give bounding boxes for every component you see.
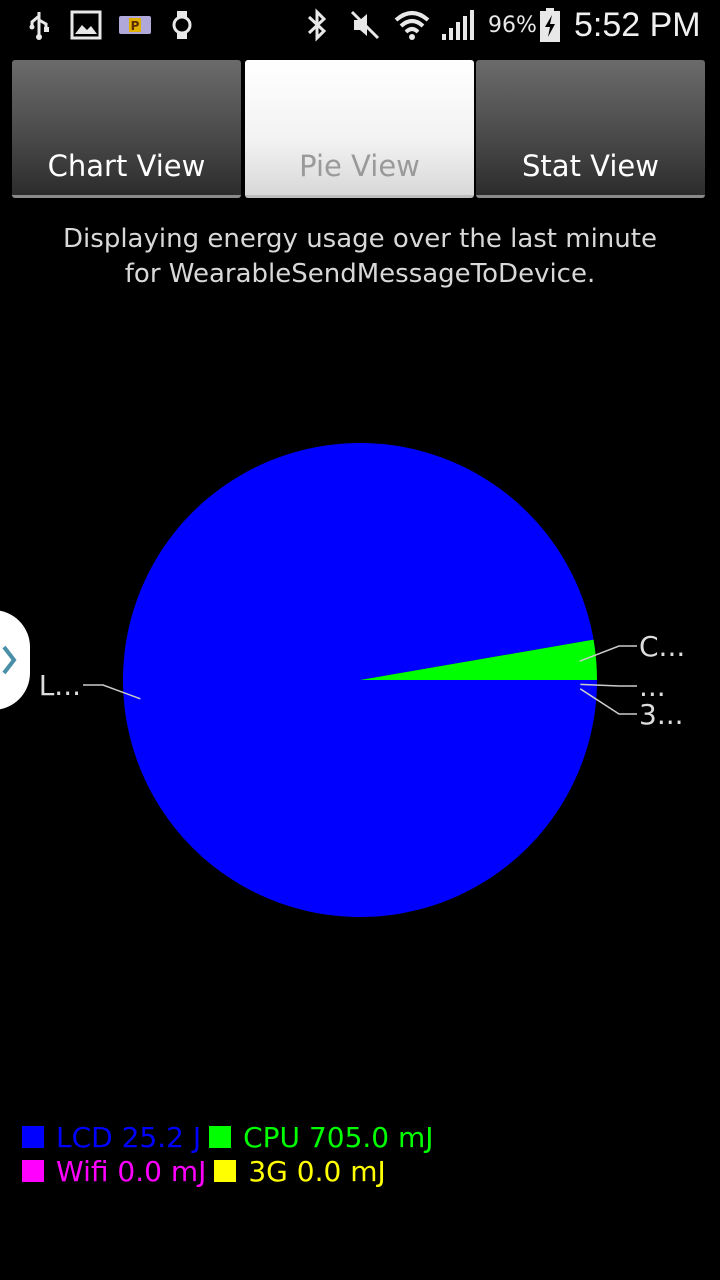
leader-line-lcd: [83, 684, 141, 700]
watch-icon: [172, 11, 192, 39]
image-icon: [70, 10, 102, 40]
leader-line-wifi: [580, 683, 637, 687]
legend-row-1: LCD 25.2 J CPU 705.0 mJ: [22, 1120, 702, 1154]
signal-icon: [442, 10, 474, 40]
description: Displaying energy usage over the last mi…: [20, 222, 700, 292]
legend-swatch-3g: [214, 1160, 237, 1182]
wifi-icon: [394, 11, 430, 40]
legend-item-lcd: LCD 25.2 J: [22, 1121, 201, 1154]
pie-chart: L... C......3...: [39, 443, 685, 918]
description-line-2: for WearableSendMessageToDevice.: [124, 259, 596, 289]
legend-item-3g: 3G 0.0 mJ: [214, 1154, 386, 1188]
legend-swatch-cpu: [209, 1126, 232, 1148]
chevron-right-icon: [2, 645, 17, 675]
bluetooth-icon: [307, 8, 327, 42]
usb-icon: [29, 12, 49, 40]
legend-row-2: Wifi 0.0 mJ 3G 0.0 mJ: [22, 1154, 702, 1188]
legend-label-wifi: Wifi 0.0 mJ: [56, 1154, 207, 1188]
legend-label-lcd: LCD 25.2 J: [56, 1120, 202, 1154]
legend-swatch-wifi: [22, 1160, 44, 1182]
slice-label-wifi: ...: [639, 670, 666, 703]
battery-charging-icon: [540, 8, 560, 42]
legend-item-cpu: CPU 705.0 mJ: [209, 1120, 434, 1154]
tab-bar: Chart View Pie View Stat View: [12, 60, 708, 200]
tab-chart-view-label: Chart View: [47, 149, 206, 183]
pie-slice-lcd: [122, 443, 597, 918]
parking-glyph: P: [131, 19, 140, 33]
tab-chart-view[interactable]: Chart View: [12, 60, 241, 198]
legend-label-cpu: CPU 705.0 mJ: [243, 1120, 434, 1154]
legend-item-wifi: Wifi 0.0 mJ: [22, 1155, 206, 1188]
slice-label-3g: 3...: [639, 698, 684, 731]
leader-line-3g: [579, 688, 637, 715]
muted-icon: [350, 10, 380, 40]
status-bar: P: [0, 0, 720, 50]
slice-label-cpu: C...: [639, 630, 685, 663]
slice-label-lcd: L...: [39, 669, 81, 702]
leader-line-cpu: [579, 645, 637, 662]
description-line-1: Displaying energy usage over the last mi…: [63, 224, 657, 254]
legend-swatch-lcd: [22, 1126, 44, 1148]
pie-slice-cpu: [360, 639, 597, 680]
legend-label-3g: 3G 0.0 mJ: [248, 1154, 386, 1188]
tab-pie-view-label: Pie View: [299, 149, 420, 183]
legend: LCD 25.2 J CPU 705.0 mJ Wifi 0.0 mJ 3G 0…: [22, 1120, 702, 1188]
tab-stat-view-label: Stat View: [522, 149, 659, 183]
parking-app-icon: P: [119, 16, 151, 34]
battery-percent: 96%: [488, 12, 537, 38]
tab-pie-view[interactable]: Pie View: [245, 60, 474, 198]
clock: 5:52 PM: [574, 5, 701, 44]
tab-stat-view[interactable]: Stat View: [476, 60, 705, 198]
